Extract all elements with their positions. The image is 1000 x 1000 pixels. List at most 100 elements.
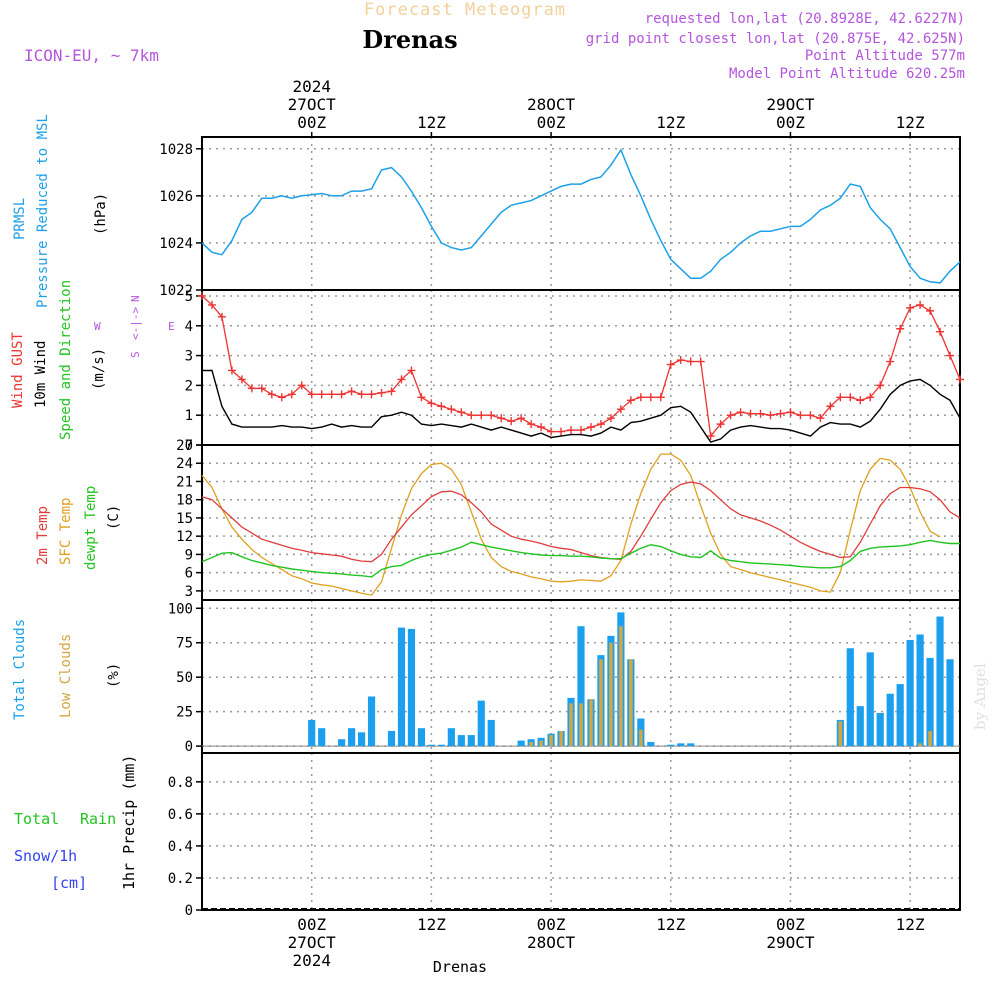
gust-marker [517,414,526,423]
gust-marker [297,381,306,390]
station-title: Drenas [362,25,457,54]
snow-label: Snow/1h [14,847,77,865]
gust-marker [207,300,216,309]
panel-frame [201,136,961,291]
total-cloud-bar [397,627,406,747]
temp-labels: 2m Temp SFC Temp dewpt Temp (C) [35,486,122,570]
total-cloud-bar [886,693,894,747]
model-name: ICON-EU, ~ 7km [24,46,159,65]
total-cloud-bar [906,639,914,747]
bottom-time-label: 27OCT [288,933,337,952]
bottom-time-label: 12Z [417,915,446,934]
gust-marker [786,408,795,417]
gust-marker [257,384,266,393]
total-cloud-bar [467,735,475,747]
gust-marker [956,375,964,384]
y-tick-label: 21 [176,474,193,490]
footer-station: Drenas [433,958,487,976]
banner-title: Forecast Meteogram [364,0,566,20]
gust-marker [736,408,745,417]
top-time-label: 00Z [297,113,326,132]
bottom-time-label: 12Z [656,915,685,934]
gust-marker [397,375,406,384]
gust-marker [227,366,236,375]
low-cloud-bar [539,740,543,747]
gust-marker [567,426,576,435]
total-cloud-bar [896,684,904,747]
panel-wind: 0 1 2 3 4 5 [185,289,964,454]
gust-marker [377,388,386,397]
gust-marker [537,423,546,432]
top-time-label: 12Z [417,113,446,132]
y-tick-label: 5 [185,289,193,305]
gust-marker [756,409,765,418]
top-time-label: 27OCT [288,95,337,114]
top-time-label: 00Z [776,113,805,132]
total-cloud-bar [577,626,585,747]
gust-marker [606,414,615,423]
total-cloud-bar [477,700,485,747]
total-cloud-bar [308,719,316,747]
requested-coords: requested lon,lat (20.8928E, 42.6227N) [645,11,965,27]
total-cloud-bar [357,732,366,747]
low-cloud-bar [559,730,563,747]
low-cloud-bar [599,659,603,747]
y-tick-label: 3 [185,349,193,365]
y-tick-label: 25 [176,705,193,721]
gust-marker [626,396,635,405]
gust-marker [198,291,206,300]
y-tick-label: 1022 [159,283,193,299]
total-label: Total [14,810,59,828]
low-cloud-bar [928,730,932,747]
total-cloud-bar [687,743,695,747]
gust-marker [926,306,935,315]
gust-marker [726,411,735,420]
gust-marker [217,312,226,321]
wind-unit-label: (m/s) [91,348,107,390]
bottom-time-label: 00Z [537,915,566,934]
total-cloud-bar [487,719,495,747]
precip-labels: Total Rain Snow/1h [cm] 1hr Precip (mm) [14,755,138,892]
pressure-labels: PRMSL Pressure Reduced to MSL (hPa) [12,114,109,308]
gust-marker [427,399,436,408]
bottom-time-label: 29OCT [766,933,815,952]
dewpt-line [201,539,960,578]
gust-marker [876,381,885,390]
total-cloud-bar [866,652,874,747]
gust-marker [487,411,496,420]
low-cloud-bar [569,703,573,747]
total-cloud-bar [427,744,435,747]
total-cloud-bar [936,616,944,747]
gust-marker [547,427,556,436]
gust-label: Wind GUST [10,332,26,408]
panel-prmsl: 1022 1024 1026 1028 [159,136,961,299]
wind-dir-label: Speed and Direction [58,280,74,440]
total-cloud-bar [348,728,356,747]
y-tick-label: 15 [176,511,193,527]
gust-marker [616,405,625,414]
panel-1hr-precip: 0 0.2 0.4 0.6 0.8 [168,752,961,919]
panel-frame [201,752,961,911]
gust-marker [936,327,945,336]
watermark: by Angel [971,663,989,730]
low-cloud-bar [838,721,843,747]
gust-marker [716,420,725,429]
gust-marker [437,402,446,411]
gust-marker [577,426,585,435]
y-tick-label: 12 [176,529,193,545]
low-cloud-bar [619,626,623,747]
gust-marker [417,393,426,402]
snow-unit-label: [cm] [51,874,87,892]
compass-n: N [129,295,142,302]
gust-marker [686,357,695,366]
panel-frame [201,289,961,446]
y-tick-label: 24 [176,456,193,472]
gust-marker [407,366,416,375]
y-tick-label: 0 [185,438,193,454]
gridpoint-coords: grid point closest lon,lat (20.875E, 42.… [586,31,965,47]
wind10m-label: 10m Wind [33,341,49,408]
wind-labels: Wind GUST 10m Wind Speed and Direction (… [10,280,175,440]
rain-label: Rain [80,810,116,828]
total-cloud-bar [946,659,954,747]
total-cloud-bar [667,744,675,747]
